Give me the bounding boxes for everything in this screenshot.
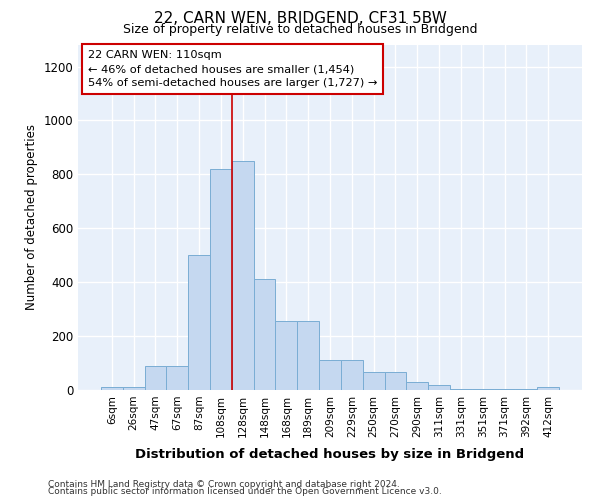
Bar (537, 388, 559, 390)
Bar (232, 161, 254, 390)
Text: 22, CARN WEN, BRIDGEND, CF31 5BW: 22, CARN WEN, BRIDGEND, CF31 5BW (154, 11, 446, 26)
Bar (123, 388, 145, 390)
Bar (254, 280, 275, 390)
Bar (363, 372, 385, 390)
Bar (515, 388, 537, 390)
Bar (275, 322, 297, 390)
Y-axis label: Number of detached properties: Number of detached properties (25, 124, 38, 310)
Bar (188, 255, 210, 390)
Bar (494, 388, 515, 390)
Bar (297, 322, 319, 390)
Bar (472, 388, 494, 390)
Bar (145, 366, 166, 390)
X-axis label: Distribution of detached houses by size in Bridgend: Distribution of detached houses by size … (136, 448, 524, 461)
Bar (385, 372, 406, 390)
Bar (166, 366, 188, 390)
Bar (406, 382, 428, 390)
Bar (101, 388, 123, 390)
Text: Contains HM Land Registry data © Crown copyright and database right 2024.: Contains HM Land Registry data © Crown c… (48, 480, 400, 489)
Bar (210, 169, 232, 390)
Bar (428, 384, 450, 390)
Text: Size of property relative to detached houses in Bridgend: Size of property relative to detached ho… (123, 22, 477, 36)
Bar (341, 360, 363, 390)
Bar (450, 388, 472, 390)
Bar (319, 360, 341, 390)
Text: 22 CARN WEN: 110sqm
← 46% of detached houses are smaller (1,454)
54% of semi-det: 22 CARN WEN: 110sqm ← 46% of detached ho… (88, 50, 377, 88)
Text: Contains public sector information licensed under the Open Government Licence v3: Contains public sector information licen… (48, 487, 442, 496)
